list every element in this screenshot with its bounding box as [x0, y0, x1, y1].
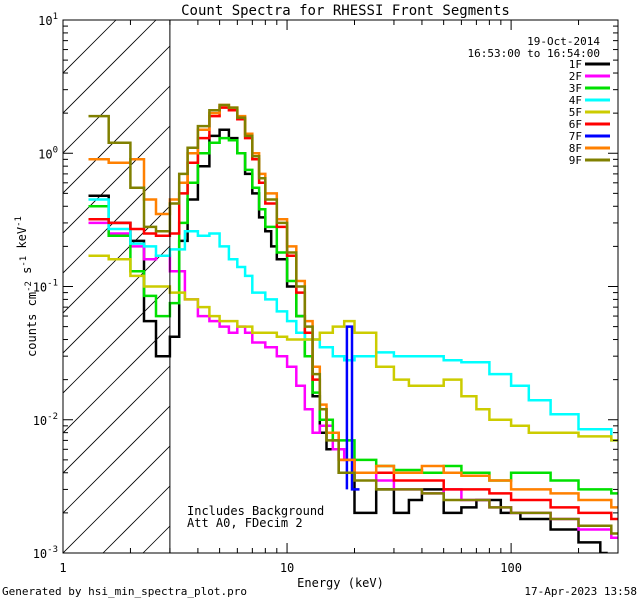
series-line-9F	[88, 103, 618, 535]
y-tick-label: 10-3	[33, 545, 58, 561]
y-axis-label: counts cm-2 s-1 keV-1	[14, 216, 39, 357]
annotation-1: Includes Background	[187, 504, 324, 518]
legend-label-7F: 7F	[569, 130, 582, 143]
footer-timestamp: 17-Apr-2023 13:58	[524, 585, 637, 598]
legend-label-9F: 9F	[569, 154, 582, 167]
hatch-line	[63, 20, 237, 194]
annotation-2: Att A0, FDecim 2	[187, 516, 303, 530]
legend-label-3F: 3F	[569, 82, 582, 95]
hatch-line	[63, 20, 197, 154]
legend-label-1F: 1F	[569, 58, 582, 71]
y-tick-label: 100	[38, 145, 58, 161]
legend-label-6F: 6F	[569, 118, 582, 131]
hatched-region	[63, 20, 618, 553]
series-line-7F	[345, 325, 360, 491]
observation-time-range: 16:53:00 to 16:54:00	[468, 47, 600, 60]
series-line-3F	[88, 136, 618, 495]
hatch-mask	[169, 20, 618, 553]
y-tick-label: 10-1	[33, 279, 58, 295]
series-line-5F	[88, 254, 618, 442]
legend-label-8F: 8F	[569, 142, 582, 155]
legend-label-5F: 5F	[569, 106, 582, 119]
observation-date: 19-Oct-2014	[527, 35, 600, 48]
series-line-4F	[88, 198, 618, 442]
x-tick-label: 10	[280, 561, 294, 575]
hatch-line	[63, 20, 157, 114]
legend-label-2F: 2F	[569, 70, 582, 83]
y-tick-label: 101	[38, 12, 58, 28]
series-line-6F	[88, 106, 618, 521]
axes-layer	[62, 19, 619, 554]
y-tick-label: 10-2	[33, 412, 58, 428]
series-line-1F	[88, 128, 608, 553]
x-axis-label: Energy (keV)	[297, 576, 384, 590]
series-line-2F	[88, 221, 618, 540]
x-tick-label: 100	[500, 561, 522, 575]
footer-generated-by: Generated by hsi_min_spectra_plot.pro	[2, 585, 247, 598]
x-tick-label: 1	[59, 561, 66, 575]
chart-title: Count Spectra for RHESSI Front Segments	[181, 3, 510, 19]
legend-label-4F: 4F	[569, 94, 582, 107]
text-layer: 1 10 100 10-3 10-2 10-1 100 101 Count Spectra fo…	[2, 3, 637, 598]
series-layer	[88, 103, 618, 553]
